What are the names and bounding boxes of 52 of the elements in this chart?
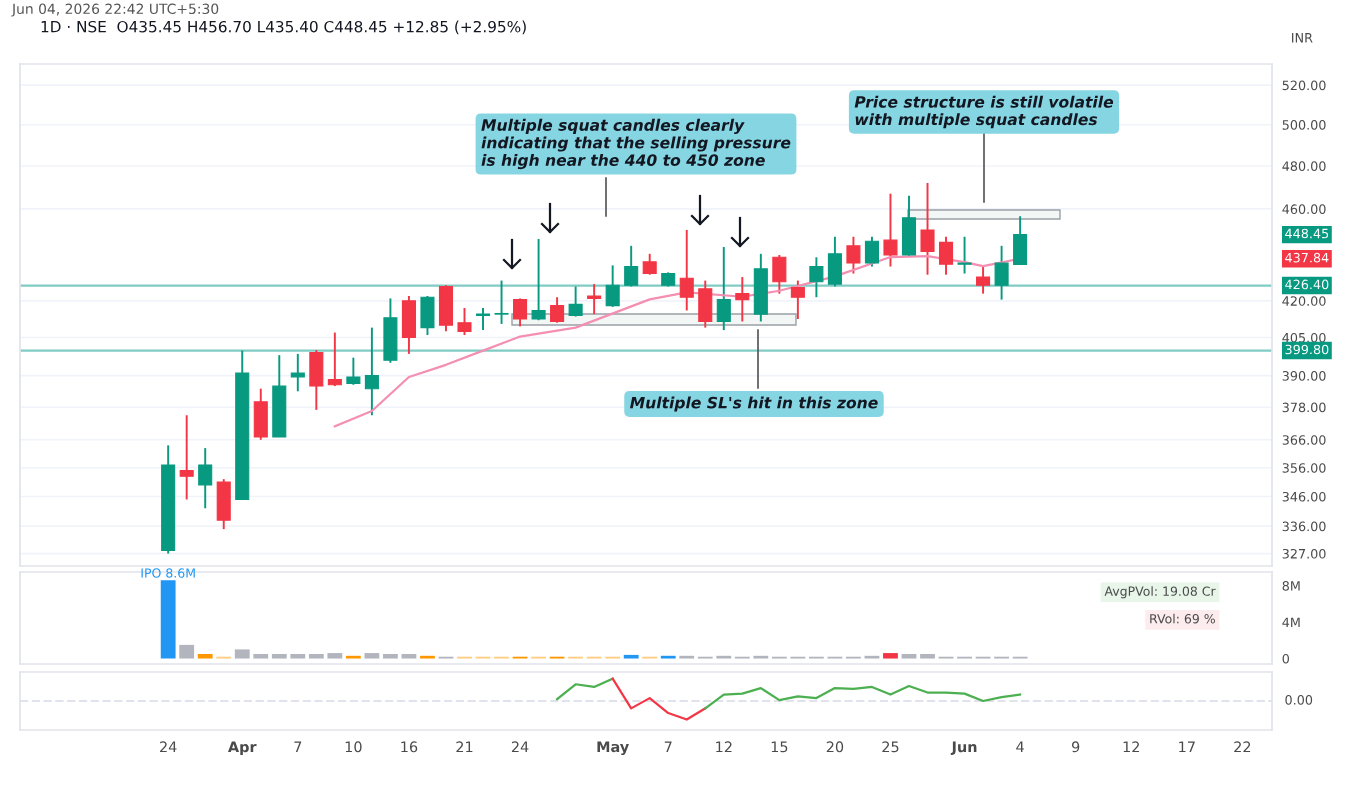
candlestick <box>698 279 713 329</box>
candlestick <box>216 478 231 531</box>
candlestick <box>938 235 954 276</box>
candlestick <box>679 229 694 312</box>
bar <box>401 653 417 659</box>
candlestick <box>438 284 454 333</box>
bar <box>197 653 213 659</box>
candlestick <box>846 235 861 275</box>
candlestick <box>550 296 565 324</box>
candlestick <box>920 181 935 276</box>
bar <box>383 653 398 659</box>
candlestick <box>457 307 472 337</box>
candlestick <box>864 235 879 268</box>
candlestick <box>587 283 602 316</box>
candlestick <box>290 352 305 393</box>
candlestick <box>494 279 509 325</box>
candlestick <box>513 297 528 328</box>
candlestick <box>1013 215 1028 266</box>
candlestick <box>753 252 768 323</box>
candlestick <box>642 252 657 276</box>
candlestick <box>327 331 342 388</box>
candlestick <box>198 447 213 510</box>
candlestick <box>346 356 361 386</box>
bar <box>364 653 380 659</box>
bar <box>160 580 176 659</box>
candlestick <box>309 349 324 411</box>
candlestick <box>827 235 842 288</box>
candlestick <box>420 295 435 337</box>
candlestick <box>957 235 972 275</box>
bar <box>901 653 917 659</box>
candlestick <box>809 256 824 299</box>
candlestick <box>605 264 620 308</box>
candlestick <box>716 246 731 332</box>
candlestick <box>976 265 991 295</box>
candlestick <box>883 192 898 268</box>
candlestick <box>401 295 416 355</box>
candlestick <box>364 326 379 417</box>
candlestick <box>624 244 639 288</box>
bar <box>883 653 898 659</box>
candlestick <box>735 276 750 323</box>
candlestick <box>531 238 546 322</box>
bar <box>920 653 935 659</box>
candlestick <box>179 414 194 501</box>
candlestick <box>994 244 1009 301</box>
candlestick <box>253 387 268 441</box>
candlestick <box>383 297 398 364</box>
bar <box>179 644 195 659</box>
candlestick <box>790 279 805 320</box>
candlestick <box>475 307 491 332</box>
candlestick <box>772 254 787 295</box>
candlestick <box>568 285 583 318</box>
candlestick <box>901 194 917 258</box>
